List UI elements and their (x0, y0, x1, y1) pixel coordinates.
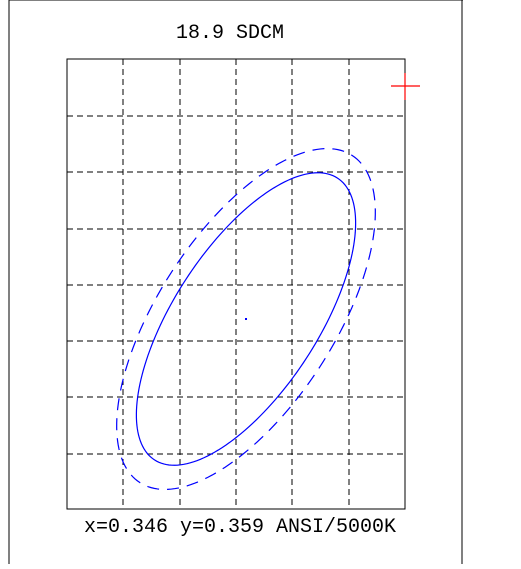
chart-title: 18.9 SDCM (176, 22, 284, 45)
target-crosshair-icon (391, 73, 420, 100)
center-point-marker (245, 318, 247, 320)
inner-solid-ellipse (135, 172, 357, 466)
grid-lines (67, 59, 405, 509)
outer-dashed-ellipse (116, 147, 376, 491)
chart-footer-label: x=0.346 y=0.359 ANSI/5000K (84, 516, 396, 539)
